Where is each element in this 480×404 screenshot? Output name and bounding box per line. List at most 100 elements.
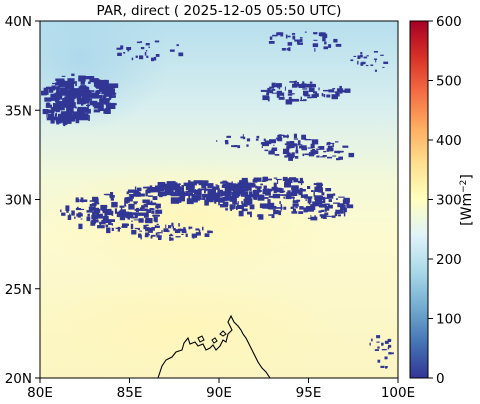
- cloud-pixel: [72, 102, 76, 108]
- cloud-pixel: [145, 203, 153, 205]
- cloud-pixel: [333, 202, 340, 204]
- cloud-pixel: [326, 193, 334, 199]
- cloud-pixel: [246, 144, 249, 147]
- cloud-pixel: [241, 188, 249, 192]
- cloud-pixel: [337, 203, 345, 208]
- cloud-pixel: [101, 219, 109, 224]
- cloud-pixel: [140, 47, 145, 50]
- cloud-pixel: [292, 200, 299, 204]
- cloud-pixel: [156, 235, 162, 238]
- cloud-pixel: [127, 48, 130, 52]
- cloud-pixel: [74, 106, 77, 109]
- cloud-pixel: [62, 121, 68, 125]
- cloud-pixel: [165, 224, 167, 228]
- cloud-pixel: [109, 88, 115, 96]
- cloud-pixel: [130, 212, 137, 216]
- cloud-pixel: [66, 119, 72, 124]
- cloud-pixel: [217, 188, 220, 193]
- cloud-pixel: [323, 94, 326, 98]
- cloud-pixel: [331, 94, 338, 100]
- cloud-pixel: [71, 90, 79, 98]
- cloud-pixel: [188, 226, 191, 230]
- cloud-pixel: [150, 235, 153, 239]
- cloud-pixel: [269, 151, 274, 153]
- cloud-pixel: [174, 193, 182, 196]
- cloud-pixel: [99, 223, 101, 228]
- cloud-pixel: [280, 204, 283, 210]
- cloud-pixel: [216, 140, 218, 142]
- cloud-pixel: [164, 189, 173, 196]
- cloud-pixel: [324, 203, 330, 205]
- cloud-pixel: [302, 145, 307, 150]
- cloud-pixel: [198, 229, 201, 234]
- cloud-pixel: [107, 90, 115, 92]
- cloud-pixel: [139, 55, 144, 60]
- cloud-pixel: [66, 114, 73, 120]
- cloud-pixel: [371, 338, 373, 342]
- cloud-pixel: [384, 340, 389, 344]
- cloud-pixel: [58, 91, 61, 93]
- cloud-pixel: [159, 188, 161, 191]
- cloud-pixel: [99, 99, 102, 103]
- cloud-pixel: [302, 153, 305, 157]
- cloud-pixel: [284, 182, 291, 188]
- cloud-pixel: [91, 214, 98, 219]
- cloud-pixel: [324, 41, 327, 45]
- cloud-pixel: [143, 224, 147, 230]
- cloud-pixel: [161, 230, 163, 234]
- cloud-pixel: [175, 236, 181, 238]
- cloud-pixel: [137, 212, 146, 216]
- cloud-pixel: [89, 100, 98, 106]
- cloud-pixel: [292, 208, 296, 212]
- cloud-pixel: [130, 205, 133, 210]
- cloud-pixel: [214, 200, 217, 204]
- cloud-pixel: [150, 202, 157, 206]
- cloud-pixel: [263, 176, 268, 182]
- cloud-pixel: [88, 114, 90, 121]
- cloud-pixel: [149, 185, 153, 187]
- cloud-pixel: [140, 209, 145, 211]
- cloud-pixel: [296, 144, 303, 146]
- cloud-pixel: [343, 207, 347, 213]
- cloud-pixel: [93, 209, 100, 215]
- cloud-pixel: [381, 342, 384, 346]
- cloud-pixel: [304, 139, 312, 141]
- cloud-pixel: [250, 211, 252, 218]
- cloud-pixel: [269, 86, 275, 89]
- cloud-pixel: [202, 195, 206, 200]
- cloud-pixel: [313, 39, 318, 41]
- cloud-pixel: [155, 54, 160, 57]
- cloud-pixel: [50, 119, 55, 124]
- cloud-pixel: [226, 195, 230, 201]
- cloud-pixel: [271, 147, 278, 151]
- cloud-pixel: [178, 223, 180, 227]
- cloud-pixel: [292, 203, 299, 207]
- x-tick-label: 80E: [27, 385, 53, 401]
- cloud-pixel: [346, 204, 354, 209]
- cloud-pixel: [105, 193, 113, 196]
- cloud-pixel: [222, 180, 227, 183]
- cloud-pixel: [321, 93, 323, 97]
- cloud-pixel: [57, 113, 65, 119]
- cloud-pixel: [332, 193, 336, 196]
- colorbar-tick-label: 400: [436, 133, 462, 149]
- cloud-pixel: [133, 201, 137, 205]
- cloud-pixel: [188, 180, 191, 183]
- cloud-pixel: [191, 233, 198, 238]
- cloud-pixel: [280, 32, 284, 37]
- cloud-pixel: [231, 145, 236, 148]
- cloud-pixel: [360, 54, 363, 58]
- cloud-pixel: [219, 189, 224, 194]
- cloud-pixel: [268, 195, 275, 198]
- cloud-pixel: [327, 145, 333, 150]
- cloud-pixel: [337, 150, 341, 154]
- cloud-pixel: [324, 206, 330, 211]
- cloud-pixel: [117, 226, 120, 232]
- cloud-pixel: [327, 204, 333, 209]
- cloud-pixel: [253, 195, 258, 200]
- cloud-pixel: [151, 234, 156, 237]
- cloud-pixel: [62, 89, 69, 96]
- warm-region-south: [40, 270, 350, 378]
- cloud-pixel: [369, 342, 371, 346]
- cloud-pixel: [262, 189, 267, 194]
